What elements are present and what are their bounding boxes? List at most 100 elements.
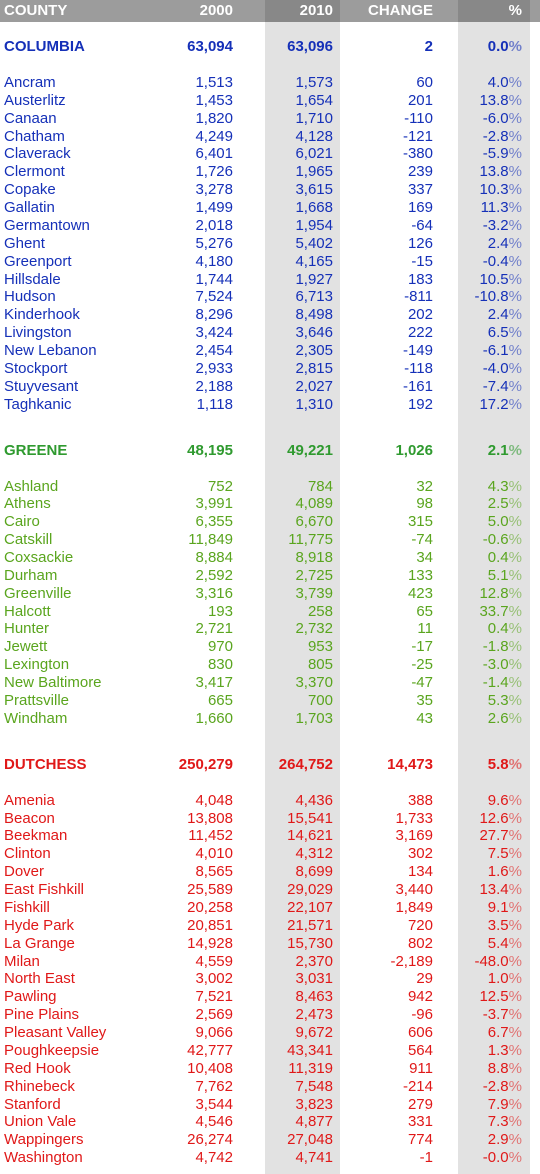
county-cell: Cairo [4,513,40,531]
pop-2000-cell: 10,408 [187,1059,233,1077]
county-cell: Claverack [4,145,71,163]
percent-cell: 4.3% [487,477,522,495]
pop-2010-cell: 5,402 [295,234,333,252]
pop-2000-cell: 4,559 [195,952,233,970]
change-cell: 32 [416,477,433,495]
percent-cell: -4.0% [482,359,522,377]
change-cell: -1 [419,1149,433,1167]
pop-2010-cell: 6,021 [295,145,333,163]
pop-2010-cell: 3,615 [295,181,333,199]
pop-2010-cell: 22,107 [287,898,333,916]
change-cell: -96 [411,1006,433,1024]
change-cell: 423 [407,584,433,602]
percent-cell: 13.4% [479,881,522,899]
county-cell: Austerlitz [4,91,66,109]
percent-cell: -10.8% [474,288,522,306]
pop-2000-cell: 4,546 [195,1113,233,1131]
pop-2000-cell: 13,808 [187,809,233,827]
change-cell: CHANGE [367,2,433,19]
change-cell: 201 [407,91,433,109]
change-cell: -47 [411,674,433,692]
change-cell: 183 [407,270,433,288]
pop-2000-cell: 3,002 [195,970,233,988]
pop-2010-cell: 2,725 [295,566,333,584]
pop-2010-cell: 700 [307,691,333,709]
pop-2000-cell: 4,249 [195,127,233,145]
pop-2000-cell: 3,316 [195,584,233,602]
county-cell: DUTCHESS [4,755,87,773]
county-cell: Clermont [4,163,65,181]
percent-cell: 1.3% [487,1041,522,1059]
pop-2010-cell: 8,699 [295,863,333,881]
county-cell: La Grange [4,934,75,952]
pop-2010-cell: 1,668 [295,199,333,217]
percent-cell: -3.0% [482,656,522,674]
pop-2000-cell: 3,417 [195,674,233,692]
county-cell: Hyde Park [4,916,75,934]
percent-cell: -3.2% [482,216,522,234]
percent-cell: -0.0% [482,1149,522,1167]
county-cell: New Baltimore [4,674,102,692]
percent-cell: 10.3% [479,181,522,199]
county-cell: Gallatin [4,199,55,217]
change-cell: 133 [407,566,433,584]
change-cell: 192 [407,395,433,413]
percent-cell: -7.4% [482,377,522,395]
header-shade [458,0,530,22]
pop-2010-cell: 11,319 [288,1059,333,1077]
county-cell: Ghent [4,234,45,252]
percent-cell: 2.5% [487,495,522,513]
pop-2010-cell: 2,732 [295,620,333,638]
county-cell: Canaan [4,109,57,127]
pop-2000-cell: 970 [207,638,233,656]
percent-cell: 2.4% [487,234,522,252]
pop-2000-cell: 8,565 [195,863,233,881]
pop-2000-cell: 2,592 [195,566,233,584]
pop-2010-cell: 8,498 [295,306,333,324]
pop-2000-cell: 9,066 [195,1024,233,1042]
county-cell: Amenia [4,791,55,809]
pop-2000-cell: 7,524 [195,288,233,306]
change-cell: 29 [416,970,433,988]
pop-2010-cell: 4,165 [295,252,333,270]
change-cell: 315 [407,513,433,531]
pop-2010-cell: 49,221 [287,441,333,459]
pop-2010-cell: 1,954 [295,216,333,234]
county-cell: Prattsville [4,691,70,709]
pop-2010-cell: 6,670 [295,513,333,531]
county-cell: Dover [4,863,45,881]
change-cell: 337 [407,181,433,199]
pop-2000-cell: 193 [207,602,233,620]
percent-cell: 2.1% [487,441,522,459]
change-cell: 564 [407,1041,433,1059]
percent-cell: 27.7% [479,827,522,845]
pop-2000-cell: 1,726 [195,163,233,181]
percent-cell: -2.8% [482,127,522,145]
pop-2000-cell: 7,762 [195,1077,233,1095]
county-cell: New Lebanon [4,342,97,360]
pop-2000-cell: 3,544 [195,1095,233,1113]
county-cell: Windham [4,709,68,727]
change-cell: -161 [402,377,433,395]
pop-2010-cell: 805 [307,656,333,674]
pop-2000-cell: 752 [207,477,233,495]
pop-2010-cell: 4,436 [295,791,333,809]
county-cell: Milan [4,952,40,970]
county-cell: Kinderhook [4,306,80,324]
county-cell: Ancram [4,74,56,91]
change-cell: 34 [416,549,433,566]
pop-2010-cell: 3,646 [295,324,333,342]
pop-2000-cell: 2,721 [195,620,233,638]
change-cell: -25 [411,656,433,674]
percent-cell: -5.9% [482,145,522,163]
county-cell: COUNTY [4,2,68,19]
pop-2000-cell: 14,928 [187,934,233,952]
county-cell: Poughkeepsie [4,1041,100,1059]
percent-cell: 13.8% [479,163,522,181]
county-cell: East Fishkill [4,881,85,899]
change-cell: 388 [407,791,433,809]
pop-2010-cell: 2,370 [295,952,333,970]
percent-cell: 0.4% [487,549,522,566]
pop-2000-cell: 2,933 [195,359,233,377]
change-cell: 98 [416,495,433,513]
